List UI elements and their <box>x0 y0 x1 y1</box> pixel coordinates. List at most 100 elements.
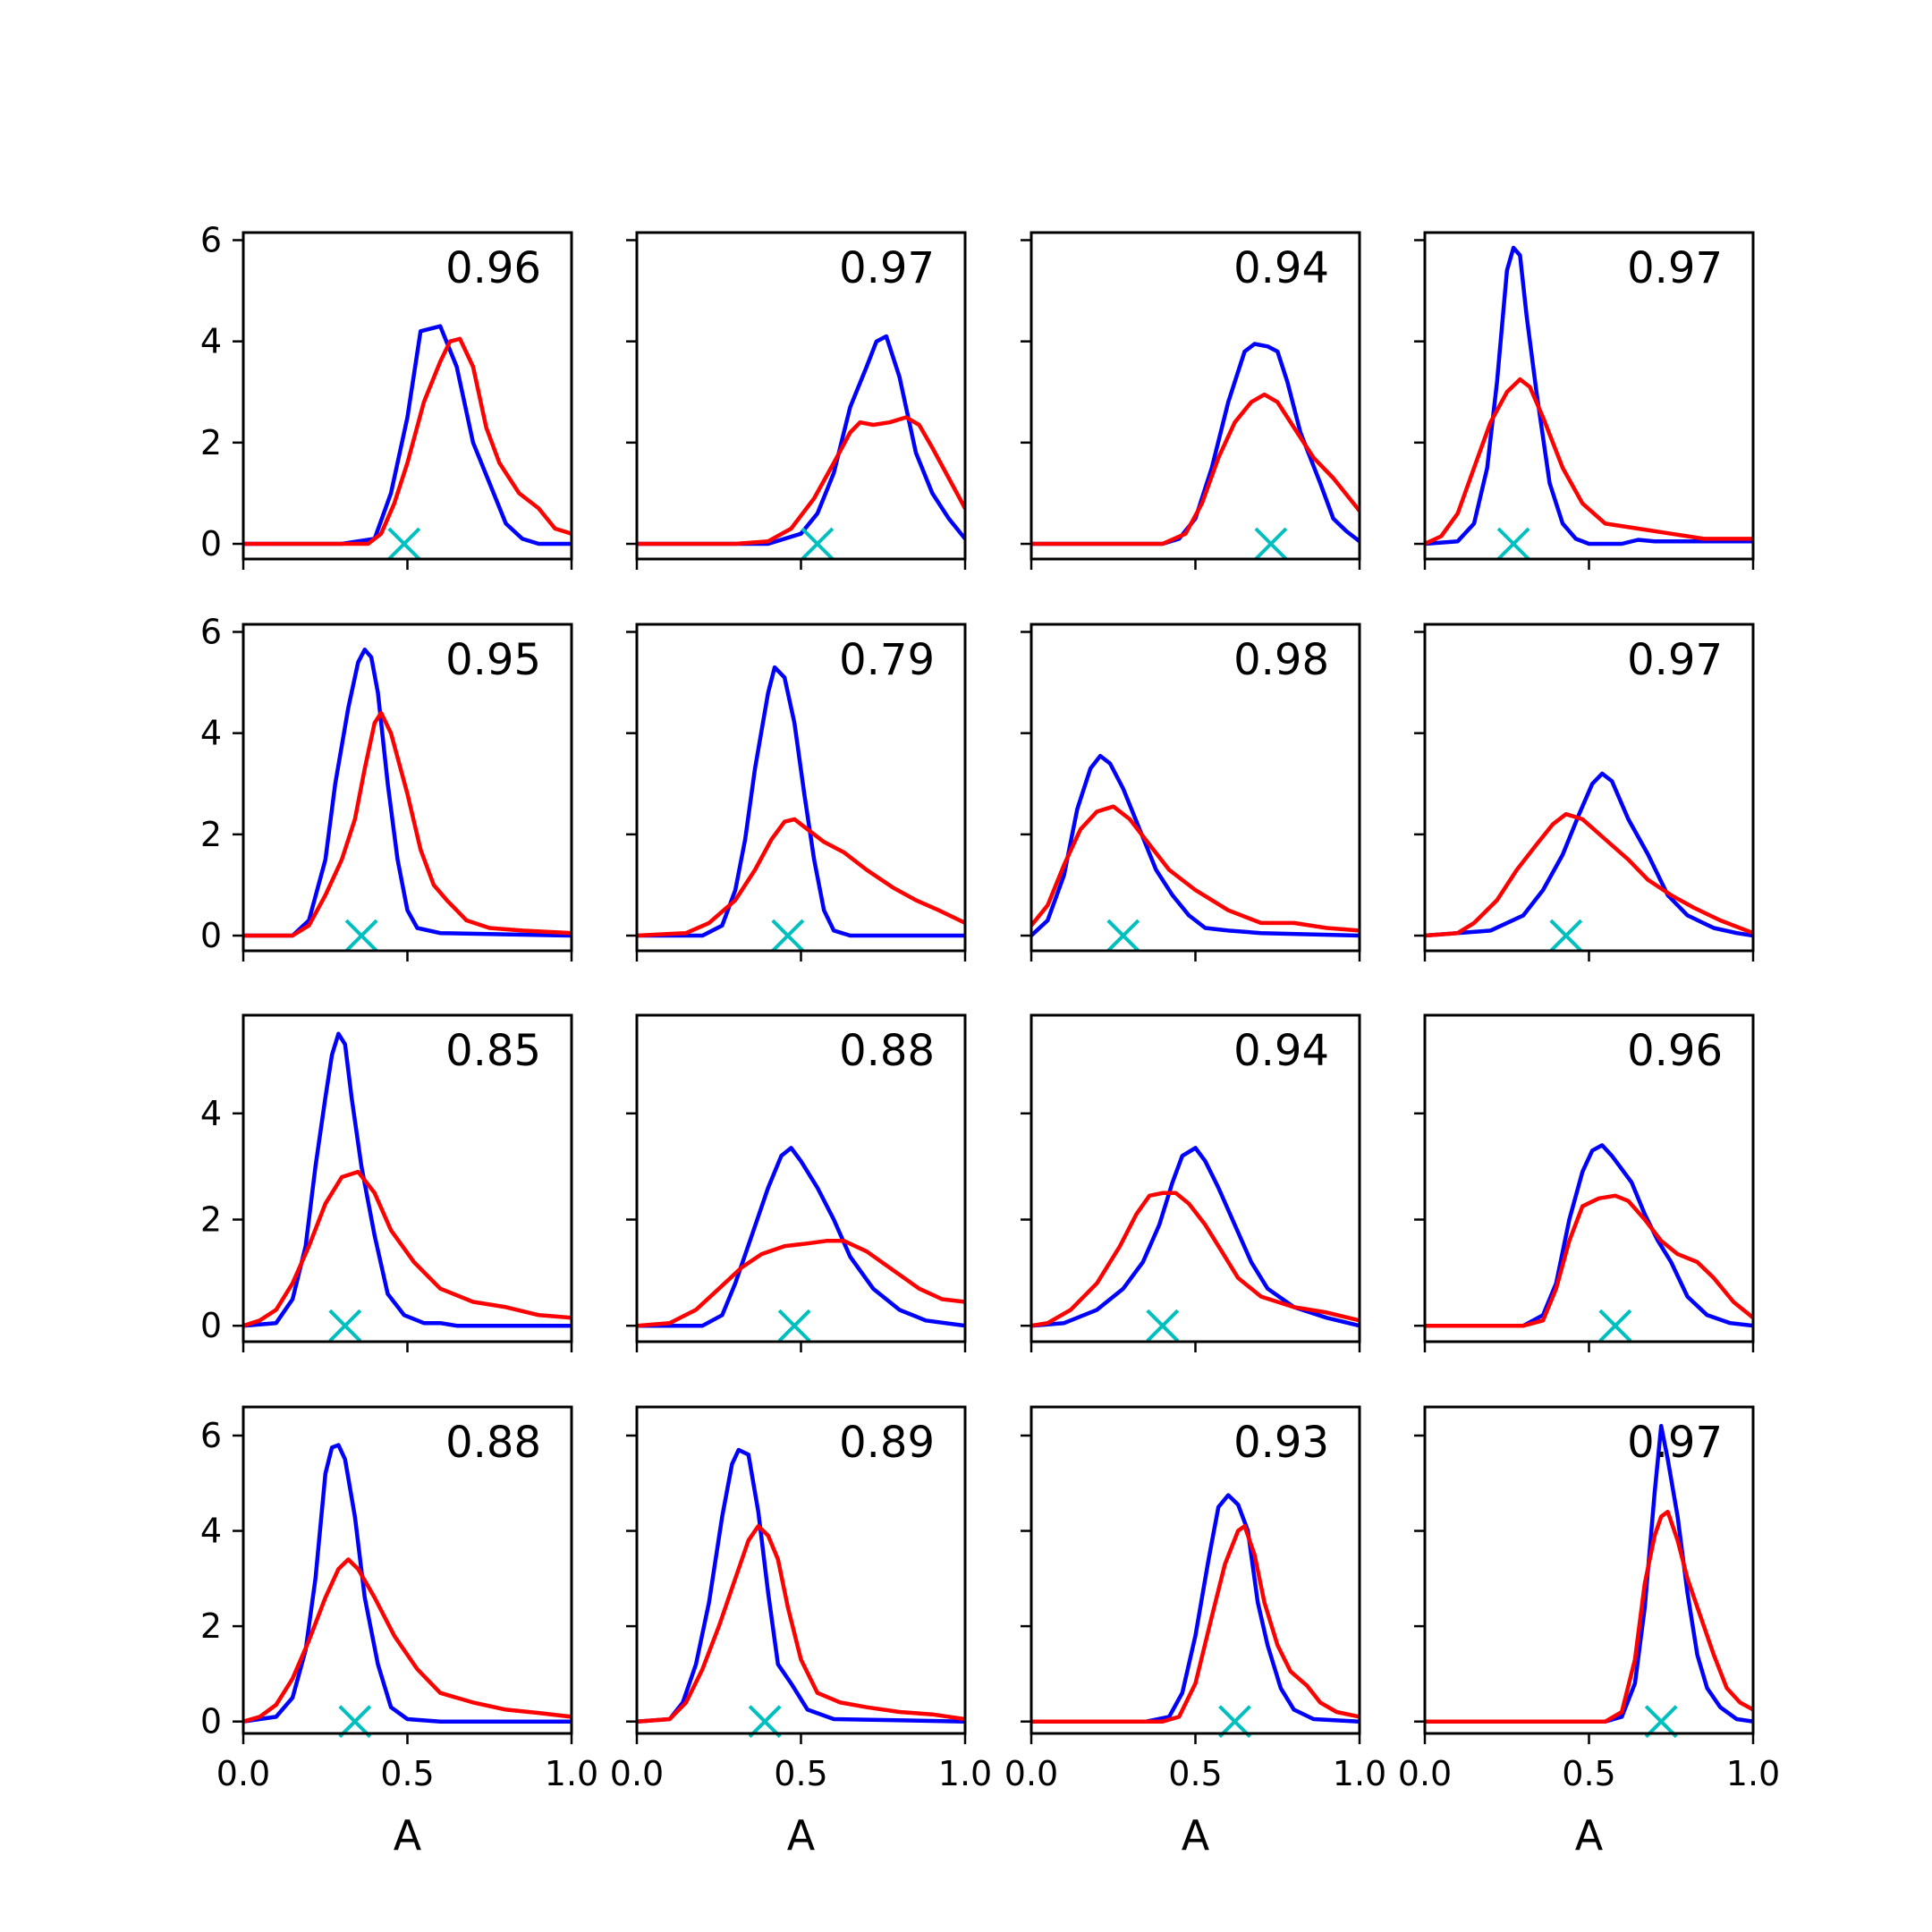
panel-7: 0.98 <box>1021 623 1361 962</box>
panel-3: 0.94 <box>1021 231 1361 570</box>
x-marker <box>1106 919 1140 953</box>
x-marker <box>1218 1705 1251 1739</box>
x-tick-label: 0.5 <box>1168 1754 1222 1793</box>
red-series-line <box>243 710 572 938</box>
red-series-line <box>1425 811 1753 938</box>
panel-value-label: 0.79 <box>839 635 935 685</box>
x-axis-label: A <box>787 1811 816 1860</box>
panel-value-label: 0.89 <box>839 1418 935 1468</box>
blue-series-line <box>1031 1146 1360 1328</box>
blue-series-line <box>1425 1143 1753 1328</box>
x-tick-label: 1.0 <box>1333 1754 1386 1793</box>
blue-series-line <box>1031 753 1360 938</box>
panel-9: 0.85 0 2 4 <box>200 1013 573 1352</box>
x-tick-label: 0.5 <box>774 1754 827 1793</box>
panel-value-label: 0.97 <box>1627 243 1723 293</box>
panel-6: 0.79 <box>626 623 967 962</box>
y-tick-label: 6 <box>200 1416 222 1455</box>
panel-5: 0.95 0 2 4 6 <box>200 612 573 962</box>
y-tick-label: 2 <box>200 1199 222 1239</box>
panel-11: 0.94 <box>1021 1013 1361 1352</box>
x-tick-label: 0.0 <box>1398 1754 1452 1793</box>
blue-series-line <box>243 324 572 547</box>
x-axis-label: A <box>394 1811 422 1860</box>
x-axis-label: A <box>1182 1811 1210 1860</box>
x-marker <box>1254 527 1288 561</box>
x-tick-label: 0.5 <box>1562 1754 1615 1793</box>
red-series-line <box>1031 1191 1360 1328</box>
blue-series-line <box>243 648 572 938</box>
panel-value-label: 0.93 <box>1233 1418 1329 1468</box>
x-marker <box>328 1309 362 1343</box>
y-tick-label: 4 <box>200 322 222 361</box>
panel-value-label: 0.97 <box>1627 635 1723 685</box>
x-marker <box>344 919 378 953</box>
panel-value-label: 0.94 <box>1233 243 1329 293</box>
x-tick-label: 1.0 <box>938 1754 992 1793</box>
panel-value-label: 0.88 <box>839 1026 935 1076</box>
red-series-line <box>637 415 965 547</box>
y-tick-label: 6 <box>200 220 222 259</box>
panel-13: 0.88 0 2 4 6 0.0 0.5 1.0 A <box>200 1405 598 1860</box>
x-tick-label: 0.0 <box>610 1754 664 1793</box>
x-marker <box>777 1309 811 1343</box>
panel-4: 0.97 <box>1414 231 1755 570</box>
y-tick-label: 4 <box>200 714 222 753</box>
x-marker <box>338 1705 372 1739</box>
blue-series-line <box>1425 771 1753 938</box>
x-tick-label: 1.0 <box>1726 1754 1780 1793</box>
panel-2: 0.97 <box>626 231 967 570</box>
panel-1: 0.96 0 2 4 6 <box>200 220 573 570</box>
x-marker <box>771 919 805 953</box>
panel-value-label: 0.96 <box>445 243 541 293</box>
y-tick-label: 0 <box>200 1702 222 1741</box>
y-tick-label: 0 <box>200 1306 222 1345</box>
x-marker <box>387 527 421 561</box>
panel-value-label: 0.88 <box>445 1418 541 1468</box>
blue-series-line <box>1425 1424 1753 1724</box>
blue-series-line <box>637 1447 965 1724</box>
red-series-line <box>1425 1509 1753 1724</box>
panel-value-label: 0.97 <box>839 243 935 293</box>
y-tick-label: 0 <box>200 524 222 564</box>
red-series-line <box>1425 377 1753 547</box>
x-marker <box>1598 1309 1632 1343</box>
blue-series-line <box>243 1443 572 1724</box>
red-series-line <box>243 336 572 547</box>
x-tick-label: 0.0 <box>1004 1754 1058 1793</box>
panel-value-label: 0.85 <box>445 1026 541 1076</box>
blue-series-line <box>1031 1493 1360 1724</box>
x-marker <box>1549 919 1583 953</box>
x-tick-label: 0.0 <box>216 1754 270 1793</box>
red-series-line <box>1031 1523 1360 1724</box>
blue-series-line <box>637 665 965 938</box>
y-tick-label: 4 <box>200 1512 222 1551</box>
blue-series-line <box>637 1146 965 1328</box>
red-series-line <box>1031 392 1360 547</box>
red-series-line <box>243 1169 572 1328</box>
panel-value-label: 0.98 <box>1233 635 1329 685</box>
panel-value-label: 0.95 <box>445 635 541 685</box>
y-tick-label: 0 <box>200 916 222 955</box>
x-marker <box>801 527 835 561</box>
panel-16: 0.97 0.0 0.5 1.0 A <box>1398 1405 1780 1860</box>
x-tick-label: 1.0 <box>545 1754 598 1793</box>
y-tick-label: 2 <box>200 423 222 462</box>
blue-series-line <box>1425 245 1753 547</box>
panel-8: 0.97 <box>1414 623 1755 962</box>
panel-10: 0.88 <box>626 1013 967 1352</box>
panel-14: 0.89 0.0 0.5 1.0 A <box>610 1405 992 1860</box>
panel-value-label: 0.94 <box>1233 1026 1329 1076</box>
panel-value-label: 0.96 <box>1627 1026 1723 1076</box>
red-series-line <box>243 1557 572 1724</box>
red-series-line <box>1425 1193 1753 1328</box>
x-tick-label: 0.5 <box>380 1754 434 1793</box>
y-tick-label: 2 <box>200 815 222 854</box>
x-marker <box>748 1705 782 1739</box>
y-tick-label: 6 <box>200 612 222 651</box>
panel-15: 0.93 0.0 0.5 1.0 A <box>1004 1405 1386 1860</box>
red-series-line <box>637 817 965 938</box>
x-marker <box>1496 527 1530 561</box>
y-tick-label: 2 <box>200 1606 222 1646</box>
